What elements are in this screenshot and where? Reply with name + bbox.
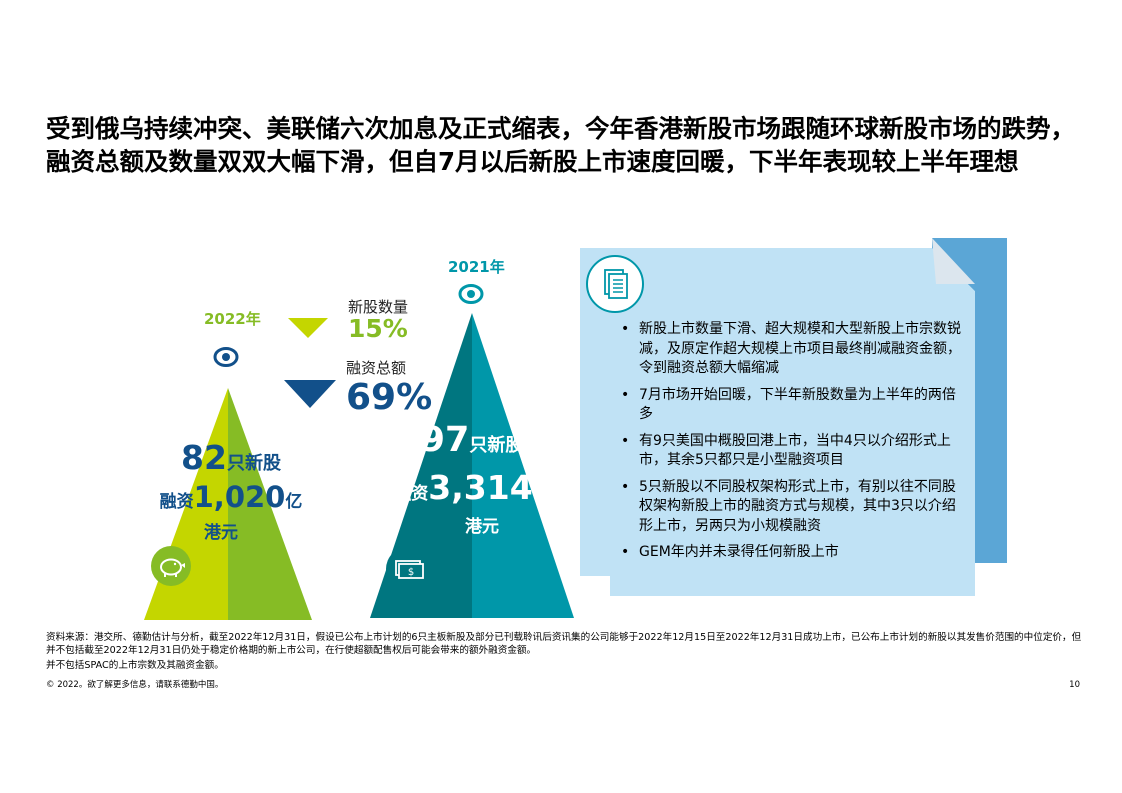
funds-change-pct: 69%	[346, 377, 433, 418]
list-item: 有9只美国中概股回港上市，当中4只以介绍形式上市，其余5只都只是小型融资项目	[619, 432, 969, 471]
count-2022: 82只新股	[150, 438, 312, 477]
funds-2021-unit: 亿	[532, 484, 550, 504]
list-item: 新股上市数量下滑、超大规模和大型新股上市宗数锐减，及原定作超大规模上市项目最终削…	[619, 320, 969, 379]
funds-2021-number: 3,314	[428, 468, 533, 507]
count-2021: 97只新股	[372, 420, 572, 460]
funds-2022-number: 1,020	[193, 480, 286, 514]
copyright: © 2022。欲了解更多信息，请联系德勤中国。	[46, 680, 224, 690]
page-number: 10	[1069, 680, 1080, 690]
piggy-bank-icon	[151, 546, 191, 586]
funds-2022-prefix: 融资	[159, 492, 194, 512]
count-2022-unit: 只新股	[226, 453, 281, 474]
year-2021-label: 2021年	[448, 258, 505, 276]
list-item: 7月市场开始回暖，下半年新股数量为上半年的两倍多	[619, 386, 969, 425]
list-item: 5只新股以不同股权架构形式上市，有别以往不同股权架构新股上市的融资方式与规模，其…	[619, 478, 969, 537]
currency-2022: 港元	[204, 523, 238, 543]
currency-2021: 港元	[465, 517, 499, 537]
target-icon-2021	[458, 284, 484, 304]
pyramid-2021	[370, 313, 574, 618]
year-2022-label: 2022年	[204, 310, 261, 328]
count-2021-unit: 只新股	[469, 435, 524, 456]
down-arrow-funds-icon	[284, 380, 336, 408]
count-change-label: 新股数量	[348, 298, 409, 316]
cash-icon: $	[386, 547, 430, 591]
count-change-pct: 15%	[348, 314, 408, 343]
count-2021-number: 97	[420, 420, 470, 460]
funds-2021: 融资3,314亿	[372, 468, 572, 507]
funds-2021-prefix: 融资	[394, 484, 429, 504]
funds-2022: 融资1,020亿	[150, 480, 312, 514]
target-icon-2022	[213, 347, 239, 367]
down-arrow-count-icon	[288, 318, 328, 338]
count-2022-number: 82	[181, 438, 227, 477]
info-card-bullets: 新股上市数量下滑、超大规模和大型新股上市宗数锐减，及原定作超大规模上市项目最终削…	[619, 320, 969, 570]
documents-icon	[586, 255, 644, 313]
funds-2022-unit: 亿	[285, 492, 303, 512]
list-item: GEM年内并未录得任何新股上市	[619, 543, 969, 563]
svg-text:$: $	[408, 567, 414, 578]
page-headline: 受到俄乌持续冲突、美联储六次加息及正式缩表，今年香港新股市场跟随环球新股市场的跌…	[46, 114, 1075, 176]
spac-note: 并不包括SPAC的上市宗数及其融资金额。	[46, 660, 224, 671]
source-footnote: 资料来源：港交所、德勤估计与分析，截至2022年12月31日，假设已公布上市计划…	[46, 632, 1082, 656]
funds-change-label: 融资总额	[346, 359, 407, 377]
